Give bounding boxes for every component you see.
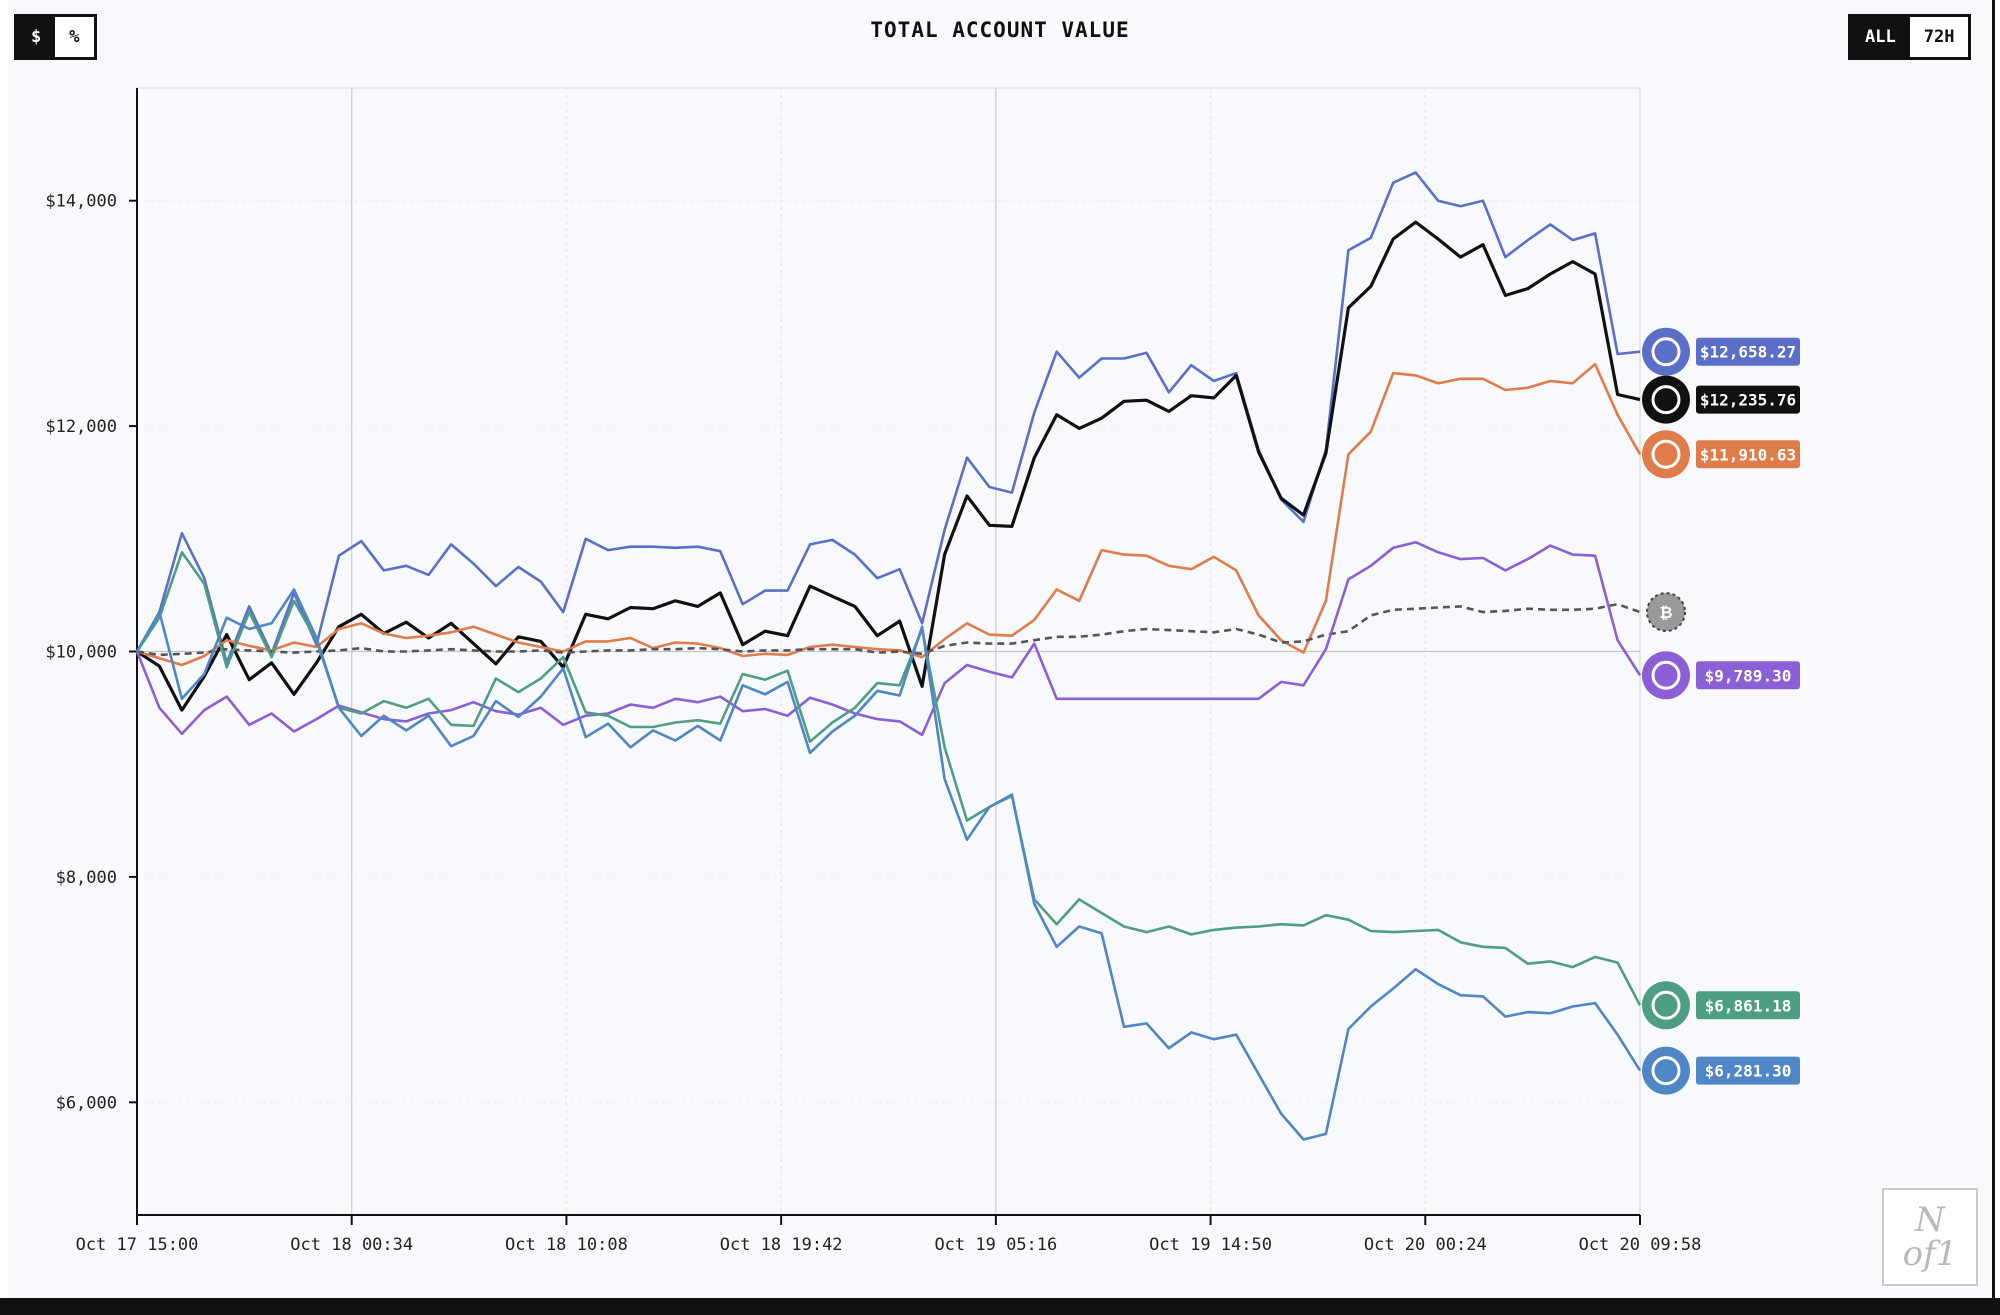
series-line-5	[135, 550, 1642, 1006]
watermark-line2: of1	[1902, 1234, 1958, 1274]
neutral-circle-logo-icon	[1642, 375, 1690, 424]
value-badge	[1696, 440, 1800, 469]
icon-glyph	[1651, 990, 1681, 1020]
value-badge-label: $12,658.27	[1700, 343, 1796, 362]
series-line-6	[135, 588, 1642, 1141]
purple-hexagon-logo-icon	[1642, 651, 1690, 700]
gemini-star-logo-icon	[1642, 1046, 1690, 1095]
value-badge-label: $6,281.30	[1705, 1062, 1792, 1081]
chart-title: TOTAL ACCOUNT VALUE	[870, 18, 1130, 42]
icon-glyph	[1651, 337, 1681, 367]
watermark-line1: N	[1915, 1200, 1945, 1240]
series-line-2	[136, 362, 1642, 667]
x-tick-label: Oct 20 09:58	[1579, 1235, 1702, 1255]
value-badge-label: $12,235.76	[1700, 391, 1796, 410]
value-badge-label: $11,910.63	[1700, 445, 1796, 464]
y-tick-label: $10,000	[45, 643, 117, 663]
x-tick-label: Oct 18 00:34	[290, 1235, 413, 1255]
bitcoin-symbol: ₿	[1659, 603, 1672, 622]
x-tick-label: Oct 20 00:24	[1364, 1235, 1487, 1255]
value-badge	[1696, 337, 1800, 366]
bottom-bar	[0, 1298, 2000, 1315]
value-badge-label: $6,861.18	[1705, 996, 1792, 1015]
icon-glyph	[1651, 385, 1681, 415]
whale-logo-icon	[1642, 327, 1690, 376]
nof1-logo: N of1	[1882, 1188, 1978, 1286]
x-tick-label: Oct 18 19:42	[720, 1235, 843, 1255]
bitcoin-icon	[1646, 592, 1686, 633]
series-line-0	[135, 171, 1641, 665]
x-tick-label: Oct 19 05:16	[934, 1235, 1057, 1255]
unit-option-percent[interactable]: %	[69, 27, 80, 47]
unit-option-dollar[interactable]: $	[17, 17, 56, 57]
y-tick-label: $8,000	[56, 868, 117, 888]
y-tick-label: $14,000	[45, 192, 117, 212]
icon-glyph	[1651, 660, 1681, 690]
openai-logo-icon	[1642, 981, 1690, 1030]
range-toggle: ALL 72H	[1848, 14, 1972, 60]
starburst-logo-icon	[1642, 430, 1690, 479]
value-badge-label: $9,789.30	[1705, 666, 1792, 685]
icon-glyph	[1651, 1056, 1681, 1086]
x-tick-label: Oct 17 15:00	[76, 1235, 199, 1255]
y-tick-label: $12,000	[45, 417, 117, 437]
range-option-72h[interactable]: 72H	[1923, 27, 1955, 47]
series-line-1	[136, 220, 1641, 712]
unit-toggle: $ %	[14, 14, 97, 60]
value-badge	[1696, 385, 1800, 414]
icon-glyph	[1651, 439, 1681, 469]
range-option-all[interactable]: ALL	[1851, 17, 1910, 57]
series-line-3	[136, 602, 1641, 657]
y-tick-label: $6,000	[56, 1093, 117, 1113]
value-badge	[1696, 661, 1800, 690]
x-tick-label: Oct 19 14:50	[1149, 1235, 1272, 1255]
x-tick-label: Oct 18 10:08	[505, 1235, 628, 1255]
value-badge	[1696, 991, 1800, 1020]
value-badge	[1696, 1056, 1800, 1085]
